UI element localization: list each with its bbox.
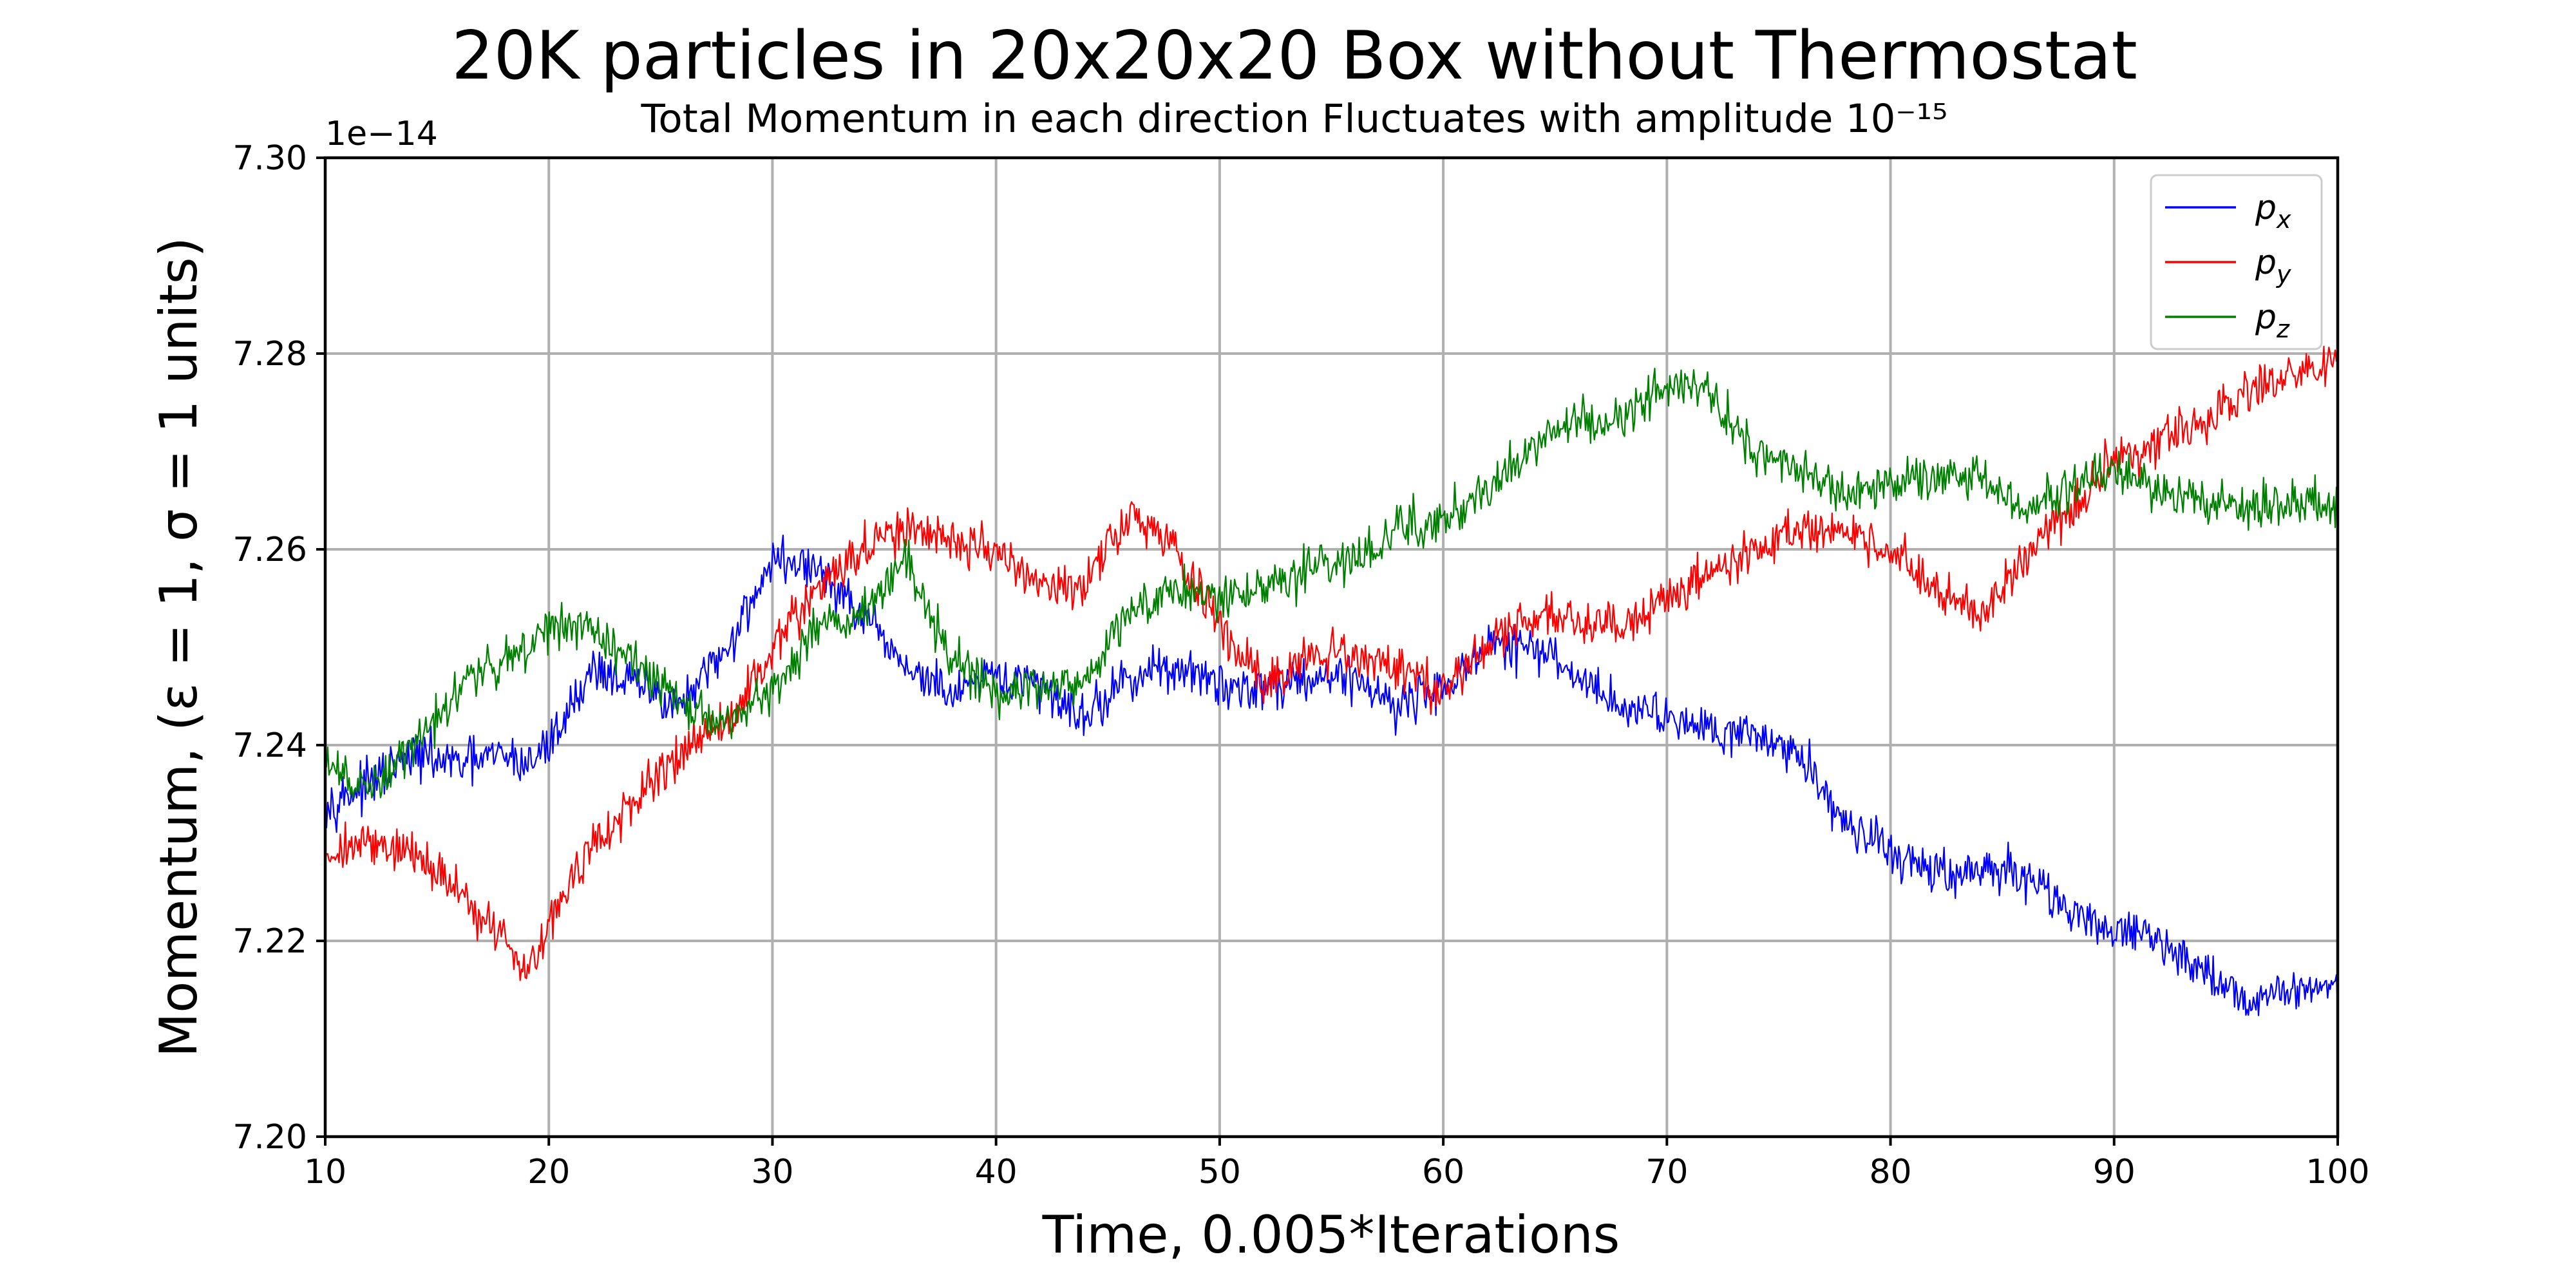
y-axis-label: Momentum, (ε = 1, σ = 1 units) [149,237,209,1057]
legend-label-subscript: y [2276,260,2291,289]
chart-subtitle: Total Momentum in each direction Fluctua… [641,96,1948,142]
x-tick-label: 80 [1869,1153,1911,1191]
y-tick-label: 7.28 [232,335,307,374]
y-tick-label: 7.30 [232,139,307,178]
x-tick-label: 40 [975,1153,1018,1191]
x-tick-label: 50 [1198,1153,1241,1191]
y-tick-label: 7.20 [232,1118,307,1157]
axis-ticks: 10 20 30 40 50 60 70 80 90 100 7.20 7.22 7.24 7.26 7.2… [232,139,2369,1191]
x-axis-label: Time, 0.005*Iterations [1042,1205,1620,1265]
x-tick-label: 60 [1422,1153,1464,1191]
x-tick-label: 90 [2093,1153,2136,1191]
legend-label-main: p [2255,298,2277,337]
legend-label-main: p [2255,243,2277,282]
series-lines [324,345,2339,1016]
legend-box [2150,174,2323,350]
y-tick-label: 7.26 [232,531,307,569]
series-line-px [324,535,2339,1016]
x-tick-label: 10 [304,1153,346,1191]
x-tick-label: 70 [1645,1153,1688,1191]
legend-label: px [2255,189,2291,234]
x-tick-label: 100 [2306,1153,2369,1191]
y-tick-label: 7.24 [232,726,307,765]
legend-label-subscript: x [2276,205,2291,234]
legend-label-subscript: z [2276,315,2290,343]
legend-label-main: p [2255,189,2277,227]
plot-frame [323,156,2340,1139]
chart-title: 20K particles in 20x20x20 Box without Th… [451,17,2137,95]
y-offset-label: 1e−14 [325,115,438,153]
x-tick-label: 20 [527,1153,570,1191]
series-line-py [324,345,2338,981]
series-line-pz [324,367,2339,799]
x-tick-label: 30 [751,1153,793,1191]
legend-label: pz [2255,298,2290,343]
y-tick-label: 7.22 [232,922,307,961]
legend-label: py [2255,243,2291,289]
